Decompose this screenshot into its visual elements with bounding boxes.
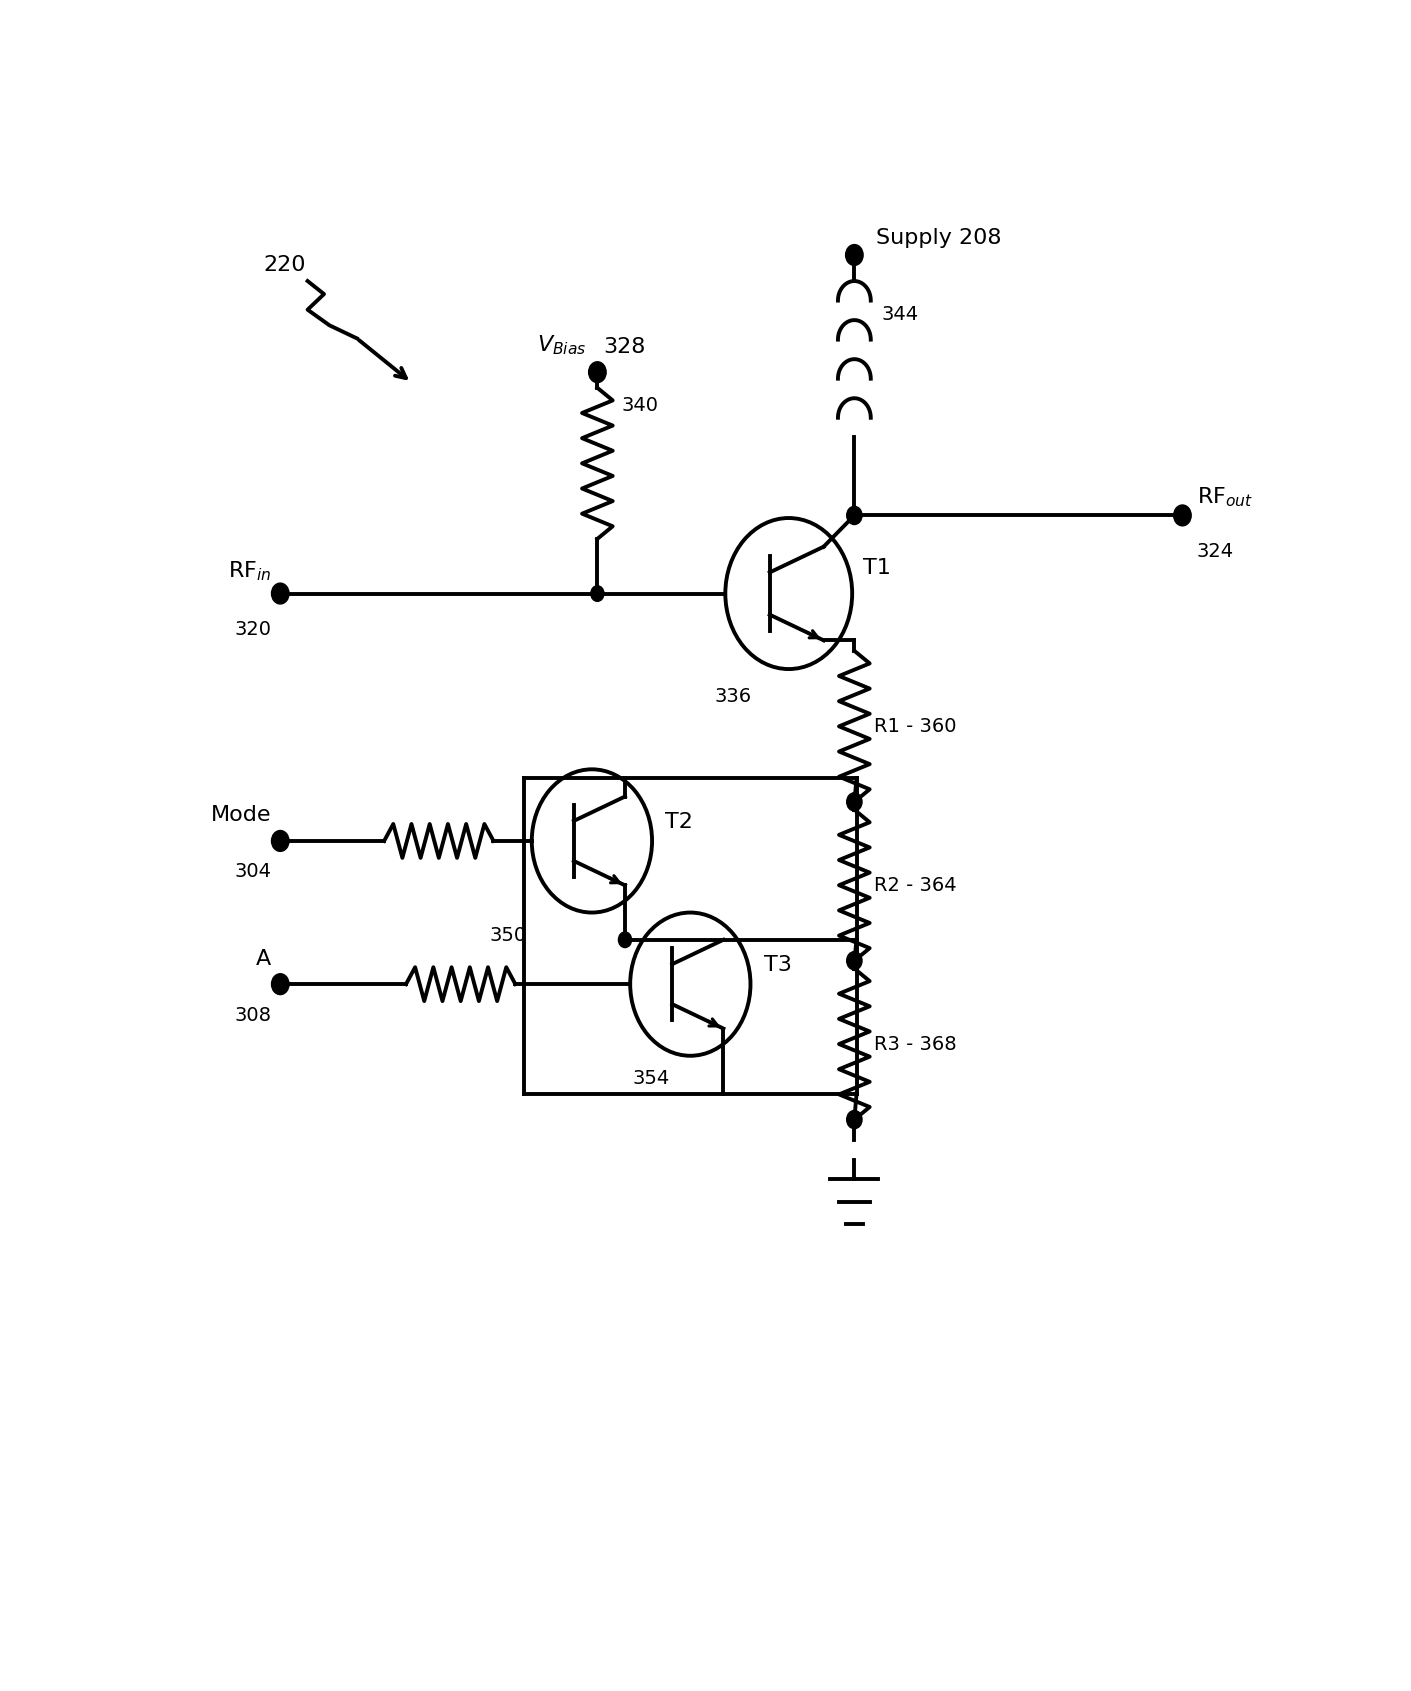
- Text: 344: 344: [882, 304, 919, 325]
- Text: R3 - 368: R3 - 368: [873, 1035, 957, 1053]
- Text: 320: 320: [234, 621, 271, 639]
- Text: T2: T2: [665, 812, 693, 832]
- Text: T3: T3: [763, 955, 792, 976]
- Circle shape: [591, 585, 604, 602]
- Text: R1 - 360: R1 - 360: [873, 717, 957, 736]
- Text: 328: 328: [602, 337, 645, 357]
- Text: Mode: Mode: [212, 805, 271, 825]
- Text: 308: 308: [234, 1006, 271, 1025]
- Text: $V_{Bias}$: $V_{Bias}$: [538, 333, 587, 357]
- Text: 350: 350: [490, 927, 526, 945]
- Text: T1: T1: [864, 558, 890, 578]
- Text: 304: 304: [234, 862, 271, 881]
- Circle shape: [271, 583, 289, 604]
- Text: Supply 208: Supply 208: [876, 228, 1002, 249]
- Circle shape: [847, 1111, 862, 1128]
- Text: R2 - 364: R2 - 364: [873, 876, 957, 895]
- Text: A: A: [257, 949, 271, 969]
- Circle shape: [847, 506, 862, 524]
- Circle shape: [847, 793, 862, 812]
- Circle shape: [1174, 506, 1191, 526]
- Circle shape: [618, 932, 632, 947]
- Text: 324: 324: [1197, 543, 1233, 561]
- Circle shape: [271, 830, 289, 851]
- Text: RF$_{in}$: RF$_{in}$: [229, 560, 271, 583]
- Text: 220: 220: [264, 255, 306, 276]
- Circle shape: [845, 245, 864, 265]
- Circle shape: [271, 974, 289, 994]
- Text: 354: 354: [632, 1069, 670, 1089]
- Circle shape: [847, 952, 862, 971]
- Text: RF$_{out}$: RF$_{out}$: [1197, 485, 1253, 509]
- Circle shape: [588, 362, 607, 382]
- Text: 336: 336: [714, 687, 752, 705]
- Text: 340: 340: [621, 396, 659, 416]
